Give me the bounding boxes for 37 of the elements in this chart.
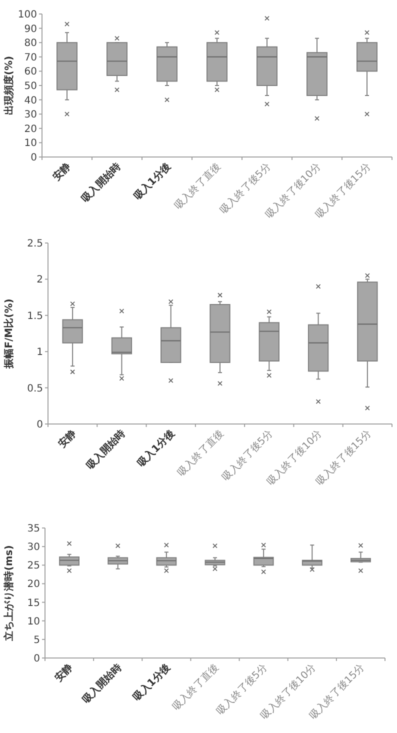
- y-tick-label: 5: [34, 634, 40, 646]
- y-axis-title: 出現頻度(%): [3, 56, 15, 116]
- y-tick-label: 10: [27, 616, 40, 628]
- y-tick-label: 10: [24, 138, 37, 150]
- x-tick-label: 安静: [50, 160, 74, 184]
- y-tick-label: 20: [27, 579, 40, 590]
- y-tick-label: 15: [27, 598, 40, 609]
- y-tick-label: 1.5: [27, 310, 43, 322]
- y-tick-label: 0.5: [27, 383, 43, 394]
- y-tick-label: 30: [27, 542, 40, 554]
- y-tick-label: 0: [36, 420, 43, 430]
- y-tick-label: 40: [24, 95, 37, 106]
- x-tick-label: 吸入開始時: [80, 662, 124, 706]
- x-tick-label: 吸入1分後: [135, 428, 177, 470]
- y-tick-label: 100: [18, 10, 37, 20]
- x-tick-label: 安静: [52, 662, 76, 684]
- y-tick-label: 90: [24, 24, 37, 35]
- x-tick-label: 吸入1分後: [131, 160, 174, 202]
- y-tick-label: 35: [27, 524, 40, 534]
- y-tick-label: 0: [34, 654, 40, 664]
- y-tick-label: 80: [24, 38, 37, 50]
- y-tick-label: 2: [36, 274, 43, 286]
- x-tick-label: 吸入1分後: [130, 662, 173, 704]
- y-tick-label: 50: [24, 81, 37, 92]
- y-tick-label: 2.5: [27, 238, 43, 250]
- y-tick-label: 60: [24, 66, 37, 78]
- y-tick-label: 70: [24, 52, 37, 64]
- y-tick-label: 20: [24, 124, 37, 135]
- y-axis-title: 振幅F/M比(%): [3, 298, 15, 370]
- x-tick-label: 吸入開始時: [79, 160, 124, 204]
- x-tick-label: 安静: [56, 428, 79, 450]
- x-tick-label: 吸入開始時: [84, 428, 128, 472]
- y-tick-label: 25: [27, 560, 40, 572]
- y-tick-label: 1: [36, 347, 43, 358]
- y-axis-title: 立ち上がり潜時(ms): [3, 545, 15, 642]
- y-tick-label: 30: [24, 110, 37, 121]
- y-tick-label: 0: [30, 152, 37, 164]
